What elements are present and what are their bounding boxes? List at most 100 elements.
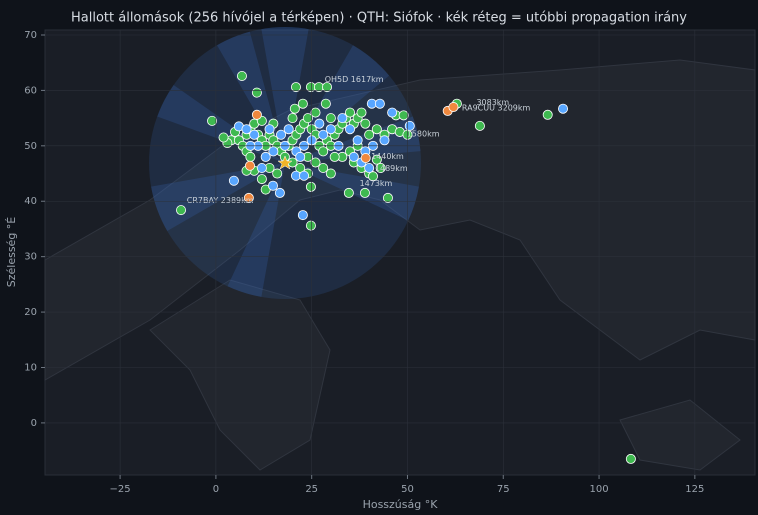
station-point <box>318 146 329 157</box>
station-point <box>264 124 275 135</box>
station-label: 1580km <box>407 130 440 139</box>
station-label: 1440km <box>371 152 404 161</box>
station-point <box>325 124 336 135</box>
station-point <box>329 151 340 162</box>
station-point <box>314 118 325 129</box>
station-point <box>295 151 306 162</box>
station-label: CR7BAY 2389km <box>187 196 254 205</box>
station-label: OH5D 1617km <box>325 75 384 84</box>
station-point <box>256 174 267 185</box>
station-point <box>352 135 363 146</box>
station-point <box>305 220 316 231</box>
station-point <box>218 132 229 143</box>
station-point <box>625 453 636 464</box>
propagation-wedge <box>261 26 309 163</box>
station-point <box>207 115 218 126</box>
station-point <box>320 98 331 109</box>
x-tick-label: 50 <box>401 484 414 495</box>
station-point <box>374 98 385 109</box>
station-point <box>251 87 262 98</box>
station-point <box>398 110 409 121</box>
chart-title: Hallott állomások (256 hívójel a térképe… <box>71 11 687 26</box>
station-point <box>344 124 355 135</box>
y-axis-label: Szélesség °É <box>5 217 18 288</box>
x-tick-label: 125 <box>685 484 704 495</box>
station-point <box>375 162 386 173</box>
station-point <box>348 151 359 162</box>
marks: OH5D 1617km RA9CUU 3209km CR7BAY 2389km 158… <box>176 70 636 464</box>
y-tick-label: 10 <box>24 362 37 373</box>
station-point <box>228 175 239 186</box>
station-point <box>318 162 329 173</box>
station-point <box>558 103 569 114</box>
station-point <box>276 129 287 140</box>
station-point <box>364 129 375 140</box>
station-point <box>448 102 459 113</box>
station-point <box>244 160 255 171</box>
station-point <box>251 109 262 120</box>
station-point <box>256 162 267 173</box>
station-point <box>260 151 271 162</box>
y-tick-label: 30 <box>24 252 37 263</box>
station-point <box>272 168 283 179</box>
station-label: RA9CUU 3209km <box>462 104 531 113</box>
station-point <box>243 192 254 203</box>
x-tick-label: −25 <box>110 484 131 495</box>
x-tick-label: 25 <box>305 484 318 495</box>
station-point <box>268 146 279 157</box>
station-point <box>542 109 553 120</box>
station-point <box>371 124 382 135</box>
station-point <box>371 154 382 165</box>
station-point <box>344 107 355 118</box>
station-point <box>318 129 329 140</box>
station-point <box>379 135 390 146</box>
map-shapes <box>44 59 756 471</box>
y-tick-label: 40 <box>24 196 37 207</box>
station-point <box>325 113 336 124</box>
y-tick-label: 50 <box>24 141 37 152</box>
x-axis-label: Hosszúság °K <box>363 498 439 511</box>
x-tick-label: 75 <box>497 484 510 495</box>
station-point <box>356 107 367 118</box>
station-point <box>302 113 313 124</box>
station-point <box>283 124 294 135</box>
y-tick-label: 60 <box>24 85 37 96</box>
station-point <box>249 129 260 140</box>
y-tick-label: 20 <box>24 307 37 318</box>
station-point <box>360 153 371 164</box>
station-point <box>359 187 370 198</box>
station-point <box>364 162 375 173</box>
station-point <box>297 98 308 109</box>
station-point <box>322 82 333 93</box>
station-point <box>297 210 308 221</box>
station-point <box>289 103 300 114</box>
station-point <box>360 118 371 129</box>
qth-star <box>277 155 293 170</box>
station-label: 1489km <box>375 164 408 173</box>
station-point <box>474 120 485 131</box>
y-tick-label: 0 <box>31 418 37 429</box>
station-point <box>305 181 316 192</box>
station-point <box>387 107 398 118</box>
station-point <box>290 82 301 93</box>
station-point <box>310 107 321 118</box>
station-point <box>236 70 247 81</box>
station-point <box>310 157 321 168</box>
station-point <box>367 171 378 182</box>
station-point <box>287 113 298 124</box>
x-tick-label: 100 <box>590 484 609 495</box>
station-point <box>337 113 348 124</box>
propagation-wedge <box>151 163 285 231</box>
station-label: 1473km <box>360 179 393 188</box>
station-point <box>299 170 310 181</box>
station-point <box>176 205 187 216</box>
station-point <box>325 168 336 179</box>
station-point <box>241 124 252 135</box>
propagation-wedge <box>227 163 285 297</box>
station-point <box>343 187 354 198</box>
station-point <box>382 192 393 203</box>
y-tick-label: 70 <box>24 30 37 41</box>
station-point <box>274 187 285 198</box>
x-tick-label: 0 <box>213 484 219 495</box>
